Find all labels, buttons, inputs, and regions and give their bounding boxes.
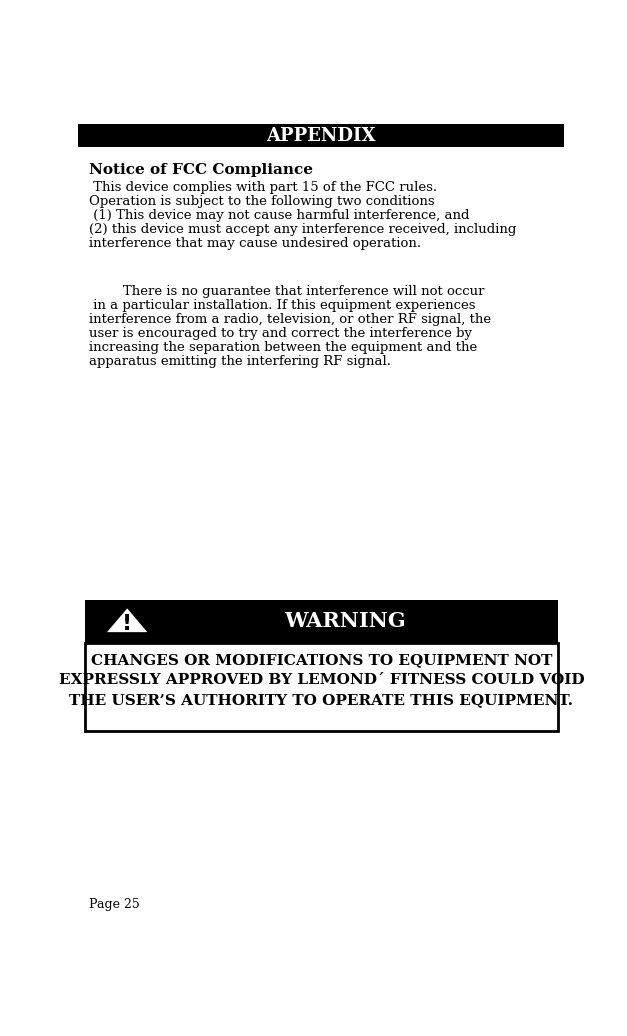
Text: CHANGES OR MODIFICATIONS TO EQUIPMENT NOT: CHANGES OR MODIFICATIONS TO EQUIPMENT NO… (91, 654, 552, 667)
Text: (2) this device must accept any interference received, including: (2) this device must accept any interfer… (89, 223, 517, 236)
Text: APPENDIX: APPENDIX (266, 126, 376, 145)
Text: user is encouraged to try and correct the interference by: user is encouraged to try and correct th… (89, 326, 472, 340)
Text: (1) This device may not cause harmful interference, and: (1) This device may not cause harmful in… (89, 209, 470, 222)
Text: Operation is subject to the following two conditions: Operation is subject to the following tw… (89, 195, 435, 208)
Text: !: ! (122, 613, 132, 633)
Text: WARNING: WARNING (284, 611, 406, 631)
Text: interference that may cause undesired operation.: interference that may cause undesired op… (89, 237, 421, 250)
Text: apparatus emitting the interfering RF signal.: apparatus emitting the interfering RF si… (89, 354, 391, 368)
Bar (85, 600, 558, 642)
Text: EXPRESSLY APPROVED BY LEMOND´ FITNESS COULD VOID: EXPRESSLY APPROVED BY LEMOND´ FITNESS CO… (58, 673, 584, 687)
Text: increasing the separation between the equipment and the: increasing the separation between the eq… (89, 341, 478, 353)
Text: interference from a radio, television, or other RF signal, the: interference from a radio, television, o… (89, 313, 492, 326)
Text: in a particular installation. If this equipment experiences: in a particular installation. If this eq… (89, 299, 476, 312)
Text: There is no guarantee that interference will not occur: There is no guarantee that interference … (89, 285, 485, 298)
Text: This device complies with part 15 of the FCC rules.: This device complies with part 15 of the… (89, 181, 438, 195)
Text: Notice of FCC Compliance: Notice of FCC Compliance (89, 163, 314, 177)
Text: THE USER’S AUTHORITY TO OPERATE THIS EQUIPMENT.: THE USER’S AUTHORITY TO OPERATE THIS EQU… (70, 693, 573, 708)
Bar (78, 124, 564, 147)
Polygon shape (107, 608, 147, 632)
Text: Page 25: Page 25 (89, 898, 140, 912)
Bar (85, 642, 558, 731)
